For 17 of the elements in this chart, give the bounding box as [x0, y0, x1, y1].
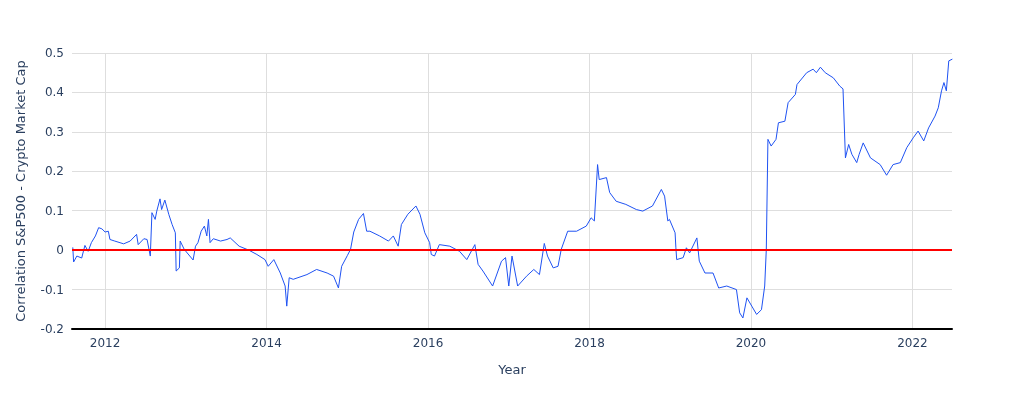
x-tick-label: 2020 [735, 336, 767, 350]
y-tick-label: 0 [56, 243, 64, 258]
x-tick-label: 2012 [89, 336, 121, 350]
y-axis-title: Correlation S&P500 - Crypto Market Cap [13, 60, 28, 322]
x-tick-label: 2018 [574, 336, 605, 350]
y-tick-label: 0.3 [44, 124, 64, 139]
y-tick-label: 0.5 [44, 46, 64, 60]
x-tick-label: 2014 [251, 336, 282, 350]
y-tick-label: -0.2 [40, 322, 64, 336]
x-axis-title: Year [497, 362, 527, 377]
y-tick-label: 0.1 [44, 203, 64, 218]
y-tick-label: 0.2 [44, 164, 64, 179]
y-tick-label: -0.1 [40, 282, 64, 297]
x-tick-label: 2016 [412, 336, 444, 350]
line-series [72, 58, 953, 319]
y-tick-label: 0.4 [44, 85, 64, 100]
x-tick-label: 2022 [897, 336, 928, 350]
